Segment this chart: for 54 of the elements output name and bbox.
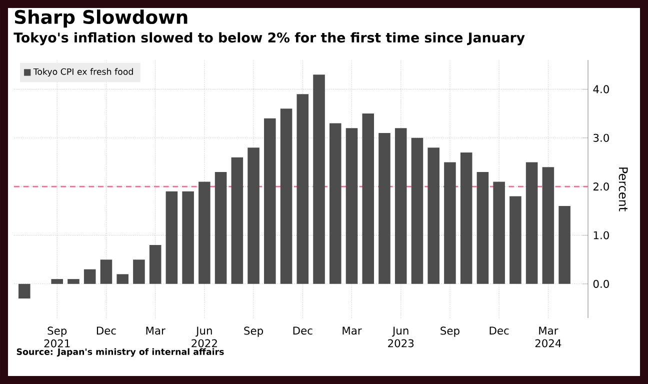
x-tick-label: Sep (440, 326, 460, 337)
bar (18, 284, 30, 299)
source-note: Source: Japan's ministry of internal affairs (16, 348, 224, 357)
bar (460, 152, 472, 284)
bar (248, 148, 260, 284)
x-tick-label: Mar (146, 326, 166, 335)
bar (346, 128, 358, 284)
bar (149, 244, 162, 284)
x-tick-label: Jun 2022 (192, 326, 217, 348)
bar (394, 128, 407, 284)
bar (428, 148, 440, 284)
bar (166, 191, 178, 284)
bar (68, 279, 80, 284)
bar (198, 182, 210, 284)
x-tick-label: Mar 2024 (535, 326, 562, 348)
bar (510, 196, 522, 284)
bar (378, 133, 390, 284)
chart-title: Sharp Slowdown (14, 10, 188, 28)
x-tick-label: Sep (244, 326, 264, 337)
bar (133, 260, 145, 284)
bar (476, 172, 489, 284)
bar (280, 108, 292, 284)
x-tick-label: Jun 2023 (388, 326, 414, 348)
bar (51, 279, 64, 284)
chart-subtitle: Tokyo's inflation slowed to below 2% for the first time since January (14, 32, 525, 46)
bar (214, 172, 227, 284)
y-tick-label: 2.0 (593, 182, 609, 191)
x-tick-label: Mar (342, 326, 362, 335)
legend-label: Tokyo CPI ex fresh food (33, 68, 133, 77)
y-tick-label: 0.0 (593, 280, 609, 288)
x-tick-label: Dec (293, 326, 312, 335)
y-tick-label: 4.0 (593, 85, 609, 94)
bar (264, 118, 276, 284)
bar (493, 182, 505, 284)
bar (558, 206, 570, 284)
bar (444, 162, 456, 284)
bar (296, 94, 309, 284)
y-tick-label: 1.0 (594, 231, 609, 240)
bar (411, 138, 424, 284)
bar (116, 274, 128, 284)
bar (84, 269, 96, 284)
bar (100, 260, 112, 284)
y-axis-title: Percent (618, 168, 628, 212)
y-tick-label: 3.0 (594, 134, 609, 142)
bar (526, 162, 538, 284)
bar (542, 167, 554, 284)
bar (313, 74, 325, 284)
x-tick-label: Sep 2021 (44, 326, 70, 348)
bar (362, 114, 374, 284)
bar (231, 157, 244, 284)
bar (329, 123, 342, 284)
x-tick-label: Dec (490, 326, 509, 335)
bar (182, 191, 194, 284)
x-tick-label: Dec (96, 326, 116, 335)
